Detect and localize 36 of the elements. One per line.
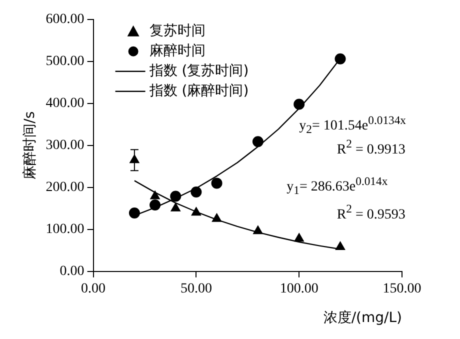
y-tick-label: 100.00 <box>46 222 84 238</box>
y-tick-label: 0.00 <box>60 264 84 280</box>
annotation: R$^{2}$ = 0.9913 <box>334 138 408 158</box>
legend-label: 指数 (复苏时间) <box>148 63 249 80</box>
y-tick-label: 600.00 <box>46 12 84 28</box>
x-tick-label: 100.00 <box>280 281 318 296</box>
annotation: y$_{2}$= 101.54e$^{0.0134x}$ <box>297 114 408 136</box>
x-tick-label: 50.00 <box>180 281 212 296</box>
y-tick-label: 300.00 <box>46 138 84 154</box>
legend-label: 复苏时间 <box>149 23 206 40</box>
point <box>252 136 264 148</box>
point <box>334 53 346 64</box>
point <box>212 213 222 222</box>
point <box>150 190 160 200</box>
annotation: R$^{2}$ = 0.9593 <box>334 203 408 224</box>
annotation: y$_{1}$= 286.63e$^{0.014x}$ <box>284 174 390 197</box>
y-tick-label: 400.00 <box>46 96 84 112</box>
point <box>190 186 202 198</box>
point <box>253 226 263 234</box>
legend-label: 指数 (麻醉时间) <box>148 83 249 100</box>
point <box>150 200 161 211</box>
point <box>294 98 305 110</box>
y-tick-label: 200.00 <box>46 180 84 196</box>
point <box>128 208 140 219</box>
point <box>335 242 346 250</box>
y-tick-label: 500.00 <box>46 54 84 70</box>
legend-label: 麻醉时间 <box>149 43 206 60</box>
point <box>211 178 222 189</box>
x-axis-title: 浓度/(mg/L) <box>323 310 402 326</box>
point <box>170 202 180 212</box>
point <box>191 207 202 216</box>
y-axis-title: 麻醉时间/s <box>22 111 38 180</box>
point <box>170 190 182 202</box>
x-tick-label: 150.00 <box>382 281 422 296</box>
x-tick-label: 0.00 <box>81 281 106 296</box>
point <box>294 233 304 242</box>
